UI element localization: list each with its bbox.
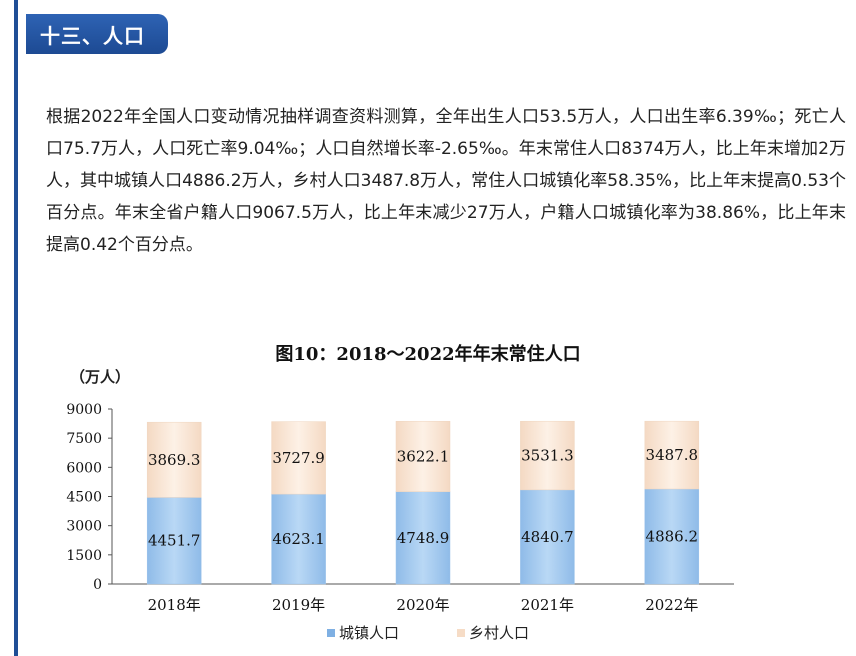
data-label-urban: 4623.1: [272, 530, 325, 548]
section-title: 十三、人口: [40, 23, 145, 48]
legend-label-rural: 乡村人口: [469, 624, 530, 642]
data-label-urban: 4451.7: [148, 532, 201, 550]
bar-rural: [271, 421, 326, 495]
data-label-urban: 4748.9: [397, 529, 450, 547]
bar-rural: [520, 420, 575, 491]
data-label-urban: 4840.7: [521, 528, 574, 546]
section-header: 十三、人口: [26, 14, 168, 54]
y-tick-label: 1500: [66, 548, 102, 564]
bar-urban: [644, 488, 700, 585]
bar-urban: [520, 489, 575, 585]
x-tick-label: 2019年: [272, 596, 325, 614]
chart-title: 图10：2018～2022年年末常住人口: [275, 344, 581, 365]
bar-rural: [644, 420, 700, 490]
chart-legend: 城镇人口 乡村人口: [0, 622, 856, 643]
legend-item-urban: 城镇人口: [326, 622, 399, 643]
data-label-rural: 3487.8: [646, 446, 699, 464]
y-tick-label: 4500: [66, 490, 102, 506]
data-label-rural: 3622.1: [397, 447, 450, 465]
y-tick-label: 6000: [66, 460, 102, 476]
bar-urban: [146, 497, 202, 585]
x-tick-label: 2018年: [148, 596, 201, 614]
x-tick-label: 2020年: [396, 596, 449, 614]
body-paragraph: 根据2022年全国人口变动情况抽样调查资料测算，全年出生人口53.5万人，人口出…: [46, 107, 846, 255]
data-label-rural: 3727.9: [272, 449, 325, 467]
left-accent-rule: [14, 0, 18, 656]
data-label-urban: 4886.2: [646, 527, 699, 545]
bar-rural: [146, 421, 202, 498]
y-axis-unit-label: （万人）: [70, 368, 131, 386]
data-label-rural: 3531.3: [521, 447, 574, 465]
legend-label-urban: 城镇人口: [338, 624, 399, 642]
x-tick-label: 2022年: [645, 596, 698, 614]
y-tick-label: 9000: [66, 402, 102, 418]
legend-item-rural: 乡村人口: [457, 622, 529, 643]
x-tick-label: 2021年: [521, 596, 574, 614]
data-label-rural: 3869.3: [148, 451, 201, 469]
bar-rural: [395, 420, 451, 492]
y-tick-label: 0: [93, 577, 102, 593]
y-tick-label: 3000: [66, 519, 102, 535]
bar-urban: [271, 493, 326, 585]
y-tick-label: 7500: [66, 431, 102, 447]
legend-swatch-rural: [457, 628, 465, 637]
legend-swatch-urban: [326, 628, 335, 637]
bar-urban: [395, 491, 451, 585]
